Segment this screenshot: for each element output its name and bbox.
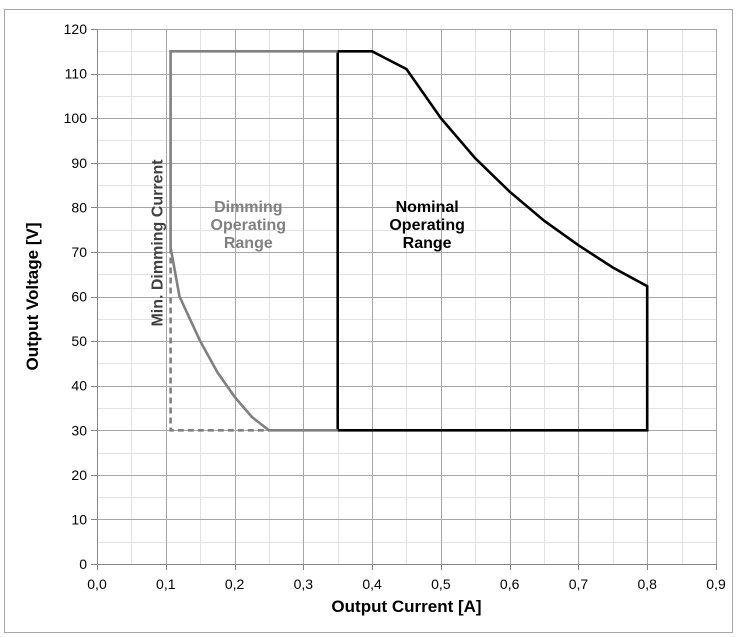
y-tick-label: 30 bbox=[71, 422, 87, 438]
series-line-3 bbox=[169, 247, 269, 432]
x-tick-label: 0,9 bbox=[706, 576, 726, 592]
y-tick-label: 0 bbox=[79, 556, 87, 572]
annotations: Min. Dimming Current Dimming Operating Rang… bbox=[150, 159, 465, 327]
y-tick-label: 110 bbox=[65, 66, 88, 82]
axes bbox=[91, 29, 717, 570]
x-tick-label: 0,6 bbox=[500, 576, 520, 592]
series-line-1 bbox=[336, 50, 649, 432]
y-tick-label: 50 bbox=[71, 333, 87, 349]
annotation-line: Range bbox=[403, 235, 452, 252]
x-tick-labels: 0,0 0,1 0,2 0,3 0,4 0,5 0,6 0,7 0,8 0,9 bbox=[87, 576, 726, 592]
annotation-nominal-range: Nominal Operating Range bbox=[389, 199, 465, 252]
y-tick-label: 70 bbox=[71, 244, 87, 260]
annotation-dimming-range: Dimming Operating Range bbox=[211, 199, 287, 252]
annotation-line: Dimming bbox=[214, 199, 282, 216]
x-tick-label: 0,1 bbox=[156, 576, 176, 592]
x-tick-label: 0,8 bbox=[637, 576, 657, 592]
y-tick-labels: 0 10 20 30 40 50 60 70 80 90 100 110 120 bbox=[64, 21, 88, 572]
y-tick-label: 10 bbox=[71, 511, 87, 527]
annotation-line: Operating bbox=[211, 217, 287, 234]
x-tick-label: 0,0 bbox=[87, 576, 107, 592]
y-tick-label: 100 bbox=[64, 110, 88, 126]
y-tick-label: 20 bbox=[71, 467, 87, 483]
annotation-line: Nominal bbox=[396, 199, 459, 216]
annotation-line: Min. Dimming Current bbox=[150, 159, 167, 327]
x-tick-label: 0,3 bbox=[294, 576, 314, 592]
y-axis-title: Output Voltage [V] bbox=[23, 223, 42, 371]
x-tick-label: 0,4 bbox=[362, 576, 382, 592]
series-lines bbox=[169, 50, 649, 432]
x-axis-title: Output Current [A] bbox=[331, 597, 481, 616]
y-tick-label: 40 bbox=[71, 378, 87, 394]
y-tick-label: 120 bbox=[64, 21, 88, 37]
y-tick-label: 80 bbox=[71, 199, 87, 215]
y-tick-label: 90 bbox=[71, 155, 87, 171]
annotation-line: Operating bbox=[389, 217, 465, 234]
annotation-min-dimming: Min. Dimming Current bbox=[150, 159, 167, 327]
y-tick-label: 60 bbox=[71, 289, 87, 305]
annotation-line: Range bbox=[224, 235, 273, 252]
x-tick-label: 0,2 bbox=[225, 576, 245, 592]
series-line-2 bbox=[169, 50, 338, 432]
operating-range-chart: 0,0 0,1 0,2 0,3 0,4 0,5 0,6 0,7 0,8 0,9 0 10 20 30 40… bbox=[23, 21, 726, 616]
x-tick-label: 0,7 bbox=[569, 576, 589, 592]
x-tick-label: 0,5 bbox=[431, 576, 451, 592]
chart-frame: 0,0 0,1 0,2 0,3 0,4 0,5 0,6 0,7 0,8 0,9 0 10 20 30 40… bbox=[4, 9, 733, 633]
grid-minor bbox=[97, 29, 717, 565]
